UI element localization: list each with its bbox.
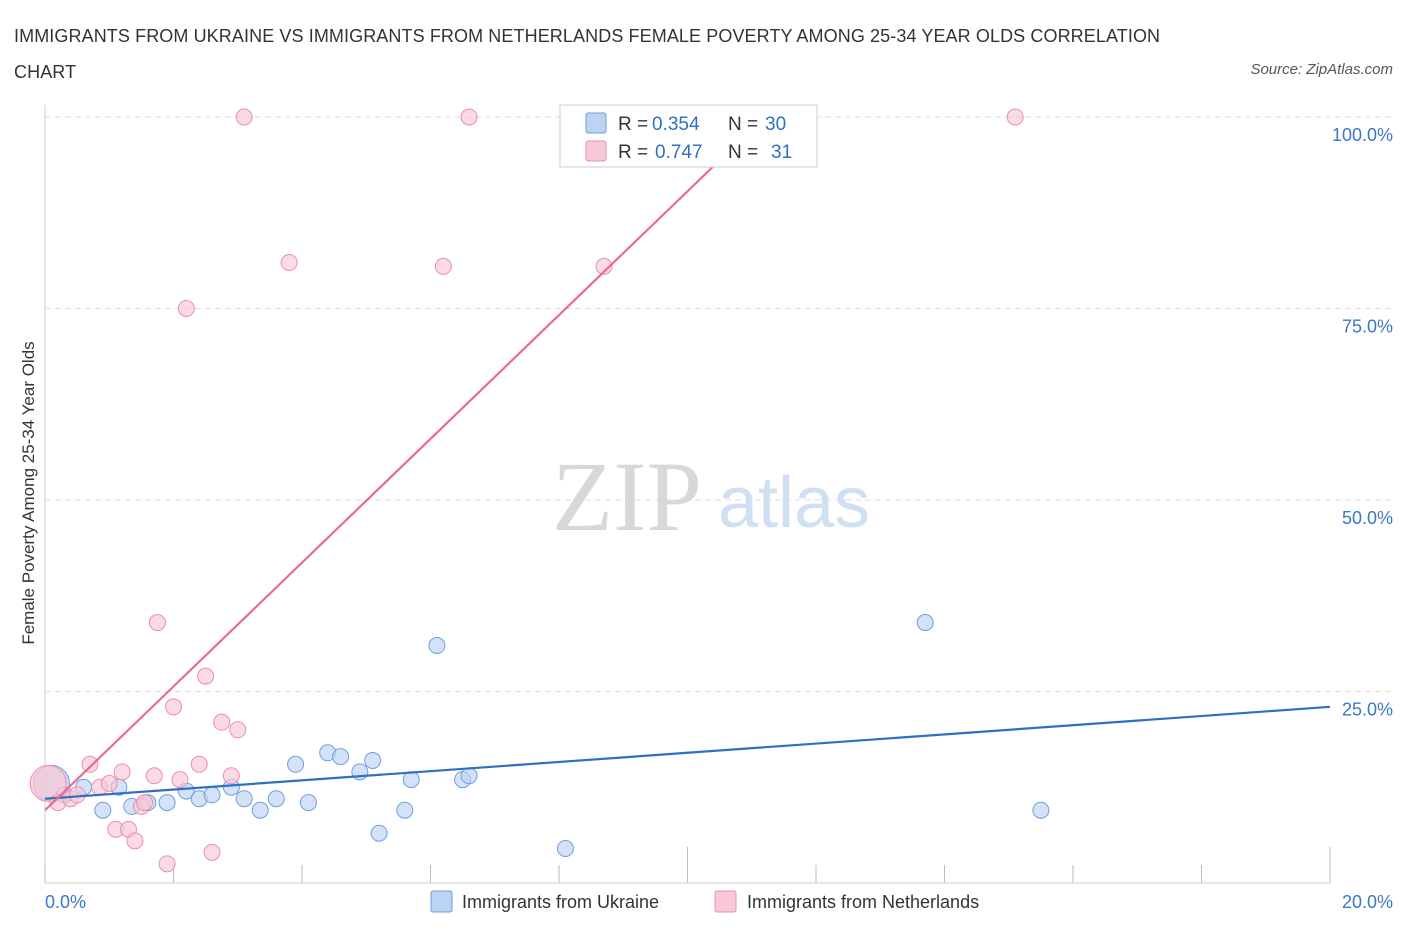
point-netherlands	[229, 721, 247, 739]
legend-n-value-netherlands: 31	[771, 142, 792, 163]
gridlines	[45, 116, 1392, 692]
legend-r-value-ukraine: 0.354	[652, 114, 700, 135]
point-ukraine	[287, 755, 305, 773]
legend-r-label-netherlands: R =	[618, 142, 648, 163]
chart-source: Source: ZipAtlas.com	[1250, 61, 1393, 78]
correlation-legend: R = 0.354 N = 30 R = 0.747 N = 31	[559, 104, 818, 168]
trend-line-ukraine	[44, 705, 1331, 800]
series-legend-label-ukraine: Immigrants from Ukraine	[462, 892, 659, 912]
point-netherlands	[434, 257, 452, 275]
point-ukraine	[267, 790, 285, 808]
point-ukraine	[370, 824, 388, 842]
y-tick-label: 100.0%	[1332, 125, 1393, 145]
trend-line-netherlands	[44, 116, 766, 812]
watermark: ZIP atlas	[552, 441, 870, 552]
point-ukraine	[1032, 801, 1050, 819]
chart-title: IMMIGRANTS FROM UKRAINE VS IMMIGRANTS FR…	[14, 26, 1161, 82]
series-legend-label-netherlands: Immigrants from Netherlands	[747, 892, 979, 912]
point-ukraine	[364, 751, 382, 769]
point-ukraine	[332, 748, 350, 766]
point-netherlands	[1006, 108, 1024, 126]
point-ukraine	[556, 840, 574, 858]
y-axis-label: Female Poverty Among 25-34 Year Olds	[19, 341, 38, 644]
legend-swatch-netherlands	[585, 140, 607, 162]
watermark-zip: ZIP	[552, 441, 702, 552]
point-ukraine	[203, 786, 221, 804]
trend-lines	[44, 116, 1331, 812]
series-legend-swatch-ukraine	[430, 890, 453, 913]
point-netherlands	[203, 843, 221, 861]
series-legend-swatch-netherlands	[714, 890, 737, 913]
point-netherlands	[171, 771, 189, 789]
point-netherlands	[145, 767, 163, 785]
point-netherlands	[595, 257, 613, 275]
point-ukraine	[299, 794, 317, 812]
point-ukraine	[396, 801, 414, 819]
point-netherlands	[29, 764, 67, 802]
y-tick-label: 50.0%	[1342, 508, 1393, 528]
legend-r-value-netherlands: 0.747	[655, 142, 703, 163]
point-netherlands	[136, 794, 154, 812]
point-ukraine	[158, 794, 176, 812]
point-netherlands	[197, 667, 215, 685]
point-netherlands	[280, 254, 298, 272]
series-legend: Immigrants from Ukraine Immigrants from …	[430, 890, 979, 913]
legend-n-label-ukraine: N =	[728, 114, 758, 135]
legend-n-label-netherlands: N =	[728, 142, 758, 163]
point-netherlands	[100, 774, 118, 792]
point-netherlands	[81, 755, 99, 773]
point-netherlands	[158, 855, 176, 873]
point-netherlands	[460, 108, 478, 126]
tick-labels: 25.0% 50.0% 75.0% 100.0% 0.0% 20.0%	[45, 125, 1393, 912]
axes	[44, 105, 1331, 884]
point-netherlands	[68, 786, 86, 804]
point-netherlands	[165, 698, 182, 716]
point-netherlands	[177, 300, 195, 317]
scatter-points	[29, 108, 1050, 873]
point-ukraine	[428, 637, 446, 655]
legend-r-label-ukraine: R =	[618, 114, 648, 135]
y-tick-label: 75.0%	[1342, 317, 1393, 337]
point-ukraine	[94, 801, 112, 819]
y-tick-label: 25.0%	[1342, 700, 1393, 720]
point-netherlands	[113, 763, 131, 781]
legend-swatch-ukraine	[585, 112, 607, 134]
x-tick-label: 0.0%	[45, 892, 86, 912]
point-netherlands	[148, 614, 166, 632]
x-tick-label: 20.0%	[1342, 892, 1393, 912]
point-netherlands	[190, 755, 208, 773]
point-ukraine	[235, 790, 253, 808]
point-netherlands	[222, 767, 240, 785]
legend-n-value-ukraine: 30	[765, 114, 786, 135]
point-netherlands	[235, 108, 253, 126]
point-ukraine	[251, 801, 269, 819]
point-netherlands	[213, 713, 231, 731]
watermark-atlas: atlas	[718, 463, 870, 543]
point-ukraine	[916, 614, 934, 632]
point-ukraine	[460, 767, 478, 785]
point-netherlands	[126, 832, 144, 850]
